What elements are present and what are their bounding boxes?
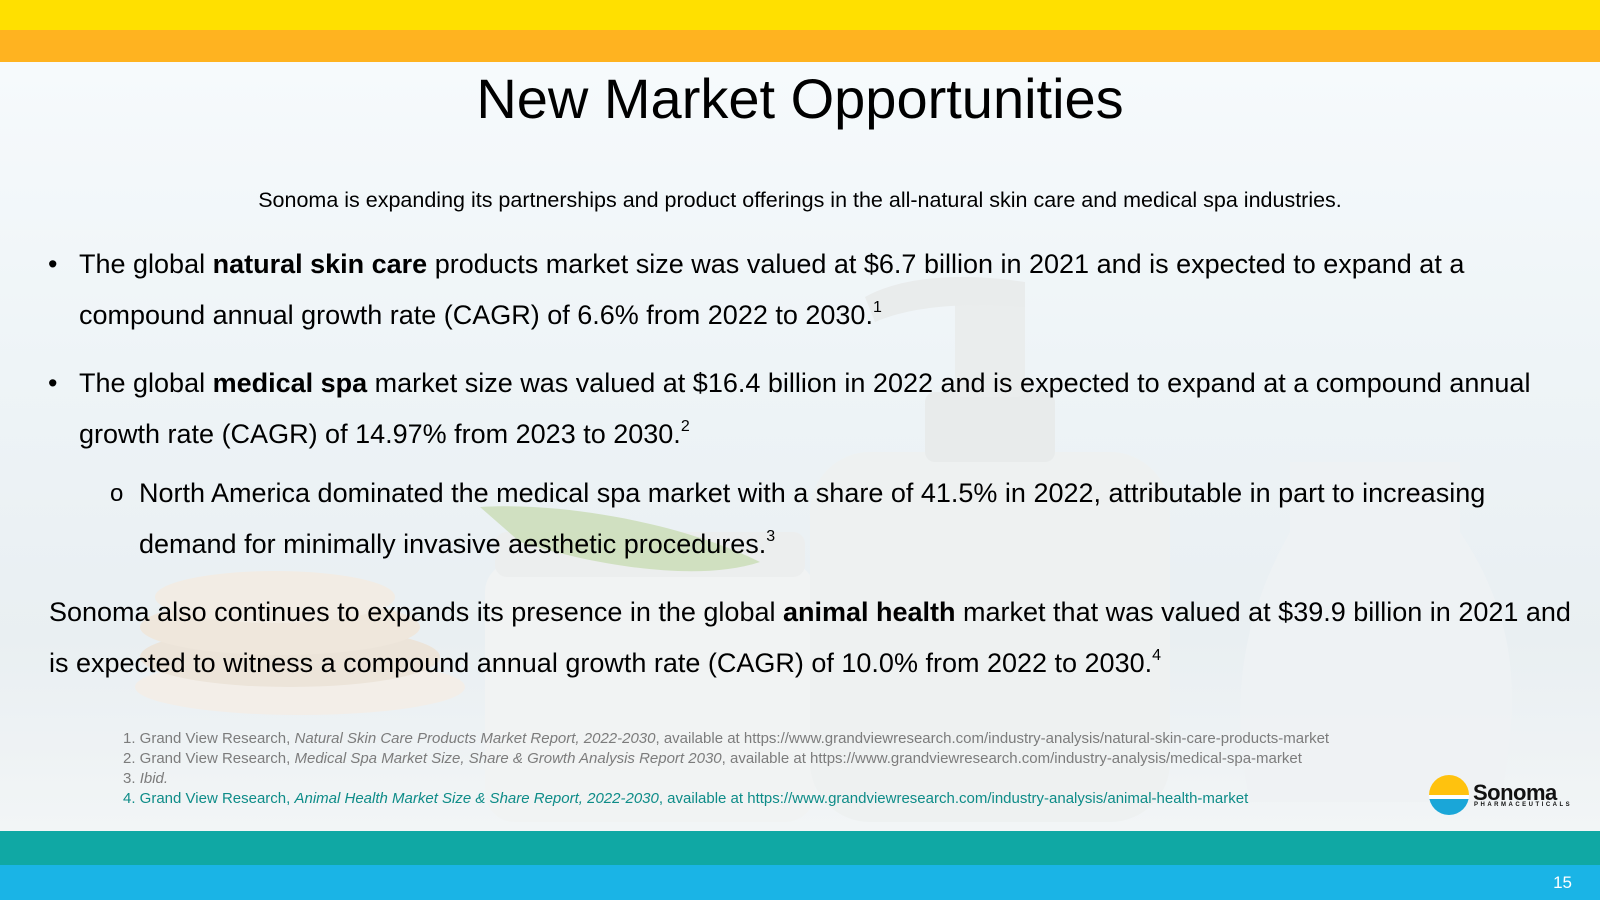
footnote-1: 1. Grand View Research, Natural Skin Car… (123, 729, 1383, 749)
bullet-marker: • (48, 368, 58, 398)
bullet-medical-spa: The global medical spa market size was v… (79, 358, 1579, 460)
bullet-emphasis: natural skin care (212, 249, 428, 279)
footnote-3: 3. Ibid. (123, 769, 1383, 789)
footnote-4: 4. Grand View Research, Animal Health Ma… (123, 789, 1383, 809)
footnote-ref: 1 (872, 299, 882, 316)
footnote-ref: 3 (766, 528, 776, 545)
footnote-link[interactable]: , available at https://www.grandviewrese… (658, 790, 1249, 807)
top-orange-band (0, 30, 1600, 62)
bottom-blue-band (0, 865, 1600, 900)
bullet-text: The global (79, 249, 213, 279)
page-title: New Market Opportunities (476, 67, 1124, 130)
bullet-text: products market size was valued at $6.7 … (79, 249, 1465, 330)
paragraph-emphasis: animal health (782, 597, 956, 627)
footnote-link[interactable]: , available at https://www.grandviewrese… (655, 730, 1330, 747)
footnote-source-title: Natural Skin Care Products Market Report… (294, 730, 656, 747)
footnote-text: 3. (123, 770, 140, 787)
footnote-text: 4. Grand View Research, (123, 790, 295, 807)
paragraph-text: Sonoma also continues to expands its pre… (49, 597, 783, 627)
sub-bullet-north-america: North America dominated the medical spa … (139, 468, 1579, 570)
bullet-emphasis: medical spa (212, 368, 368, 398)
animal-health-paragraph: Sonoma also continues to expands its pre… (49, 587, 1579, 689)
sonoma-logo-icon (1429, 775, 1469, 815)
top-yellow-band (0, 0, 1600, 30)
footnote-text: 2. Grand View Research, (123, 750, 295, 767)
footnote-link[interactable]: , available at https://www.grandviewrese… (721, 750, 1302, 767)
footnote-source-title: Medical Spa Market Size, Share & Growth … (294, 750, 722, 767)
bullet-text: North America dominated the medical spa … (139, 478, 1486, 559)
page-number: 15 (1553, 873, 1572, 892)
bullet-natural-skin-care: The global natural skin care products ma… (79, 239, 1579, 341)
bullet-text: market size was valued at $16.4 billion … (79, 368, 1531, 449)
footnote-2: 2. Grand View Research, Medical Spa Mark… (123, 749, 1383, 769)
sub-bullet-marker: o (110, 480, 124, 507)
logo-tagline: PHARMACEUTICALS (1474, 802, 1573, 808)
footnote-ref: 4 (1152, 647, 1162, 664)
paragraph-text: market that was valued at $39.9 billion … (49, 597, 1571, 678)
bottom-teal-band (0, 831, 1600, 865)
footnote-ref: 2 (680, 418, 690, 435)
bullet-marker: • (48, 249, 58, 279)
subtitle: Sonoma is expanding its partnerships and… (258, 188, 1342, 212)
footnote-source-title: Ibid. (139, 770, 169, 787)
bullet-text: The global (79, 368, 213, 398)
background-photo (0, 62, 1600, 831)
logo-wordmark: Sonoma (1473, 780, 1557, 805)
footnotes: 1. Grand View Research, Natural Skin Car… (123, 729, 1383, 809)
footnote-text: 1. Grand View Research, (123, 730, 295, 747)
footnote-source-title: Animal Health Market Size & Share Report… (294, 790, 659, 807)
